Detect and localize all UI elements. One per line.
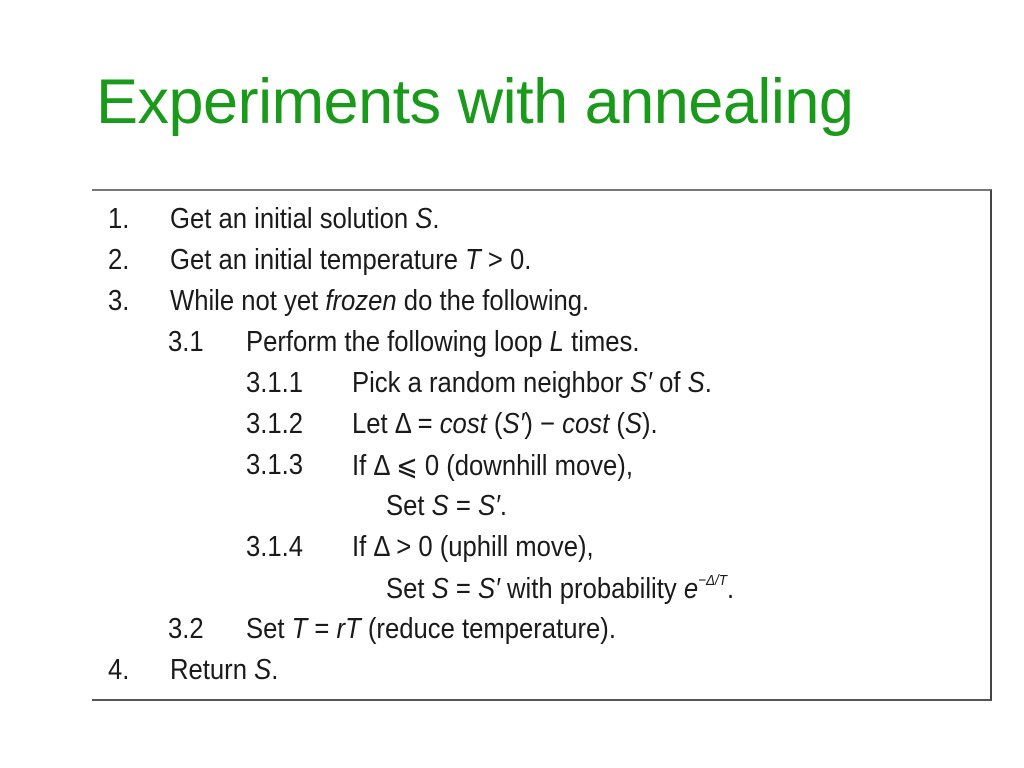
step-number: 3.2 [168,613,204,645]
text-run: T [291,613,308,645]
text-run: cost [439,408,487,440]
text-run: cost [562,408,610,440]
text-run: Get an initial solution [169,203,416,235]
text-run: . [271,654,279,686]
step-number: 1. [108,203,130,235]
step-text: If Δ > 0 (uphill move), [352,531,594,564]
text-run: (reduce temperature). [360,613,616,645]
text-run: Let Δ = [351,408,440,440]
slide-title: Experiments with annealing [96,67,854,137]
text-run: with probability [499,573,684,605]
text-run: rT [336,613,361,645]
step-text: Get an initial solution S. [170,203,439,236]
step-text: While not yet frozen do the following. [170,285,589,318]
text-run: ). [642,408,658,440]
text-run: . [432,203,440,235]
text-run: . [499,490,508,522]
step-text: Get an initial temperature T > 0. [170,244,531,277]
text-run: S [687,367,705,399]
step-text: Let Δ = cost (S′) − cost (S). [352,408,658,441]
text-run: S [431,490,449,522]
text-run: S′ [477,490,500,522]
text-run: L [549,326,564,358]
text-run: ( [609,408,625,440]
text-run: of [651,367,688,399]
text-run: . [704,367,712,399]
text-run: Return [169,654,255,686]
text-run: Set [386,490,432,522]
text-run: S′ [630,367,652,399]
step-number: 2. [108,244,130,276]
text-run: S [415,203,433,235]
step-number: 3.1 [168,326,204,358]
text-run: Perform the following loop [245,326,550,358]
text-run: ( [486,408,503,440]
text-run: S [431,573,449,605]
text-run: = [307,613,337,645]
text-run: T [465,244,481,276]
text-run: = [448,490,478,522]
text-run: do the following. [396,285,590,317]
text-run: Set [245,613,292,645]
step-text: If Δ ⩽ 0 (downhill move), [352,449,633,483]
text-run: If Δ > 0 (uphill move), [351,531,594,563]
step-number: 3.1.3 [246,449,304,481]
text-run: ) − [524,408,563,440]
text-run: Set [386,573,432,605]
step-text: Set T = rT (reduce temperature). [246,613,616,646]
algorithm-figure-frame [92,189,992,701]
text-run: . [727,573,735,605]
step-number: 3.1.1 [246,367,304,399]
text-run: S [254,654,272,686]
text-run: = [448,573,478,605]
text-run: frozen [325,285,397,317]
text-run: S [624,408,643,440]
text-run: S′ [502,408,525,440]
text-run: e [683,573,699,605]
step-number: 4. [108,654,130,686]
step-text: Pick a random neighbor S′ of S. [352,367,712,400]
step-number: 3.1.2 [246,408,304,440]
step-text: Perform the following loop L times. [246,326,639,359]
text-run: times. [563,326,640,358]
step-number: 3.1.4 [246,531,304,563]
text-run: S′ [477,573,500,605]
step-text: Set S = S′. [386,490,507,523]
step-text: Return S. [170,654,278,687]
text-run: > 0. [480,244,532,276]
text-run: If Δ ⩽ 0 (downhill move), [351,450,633,482]
text-run: Get an initial temperature [169,244,466,276]
step-number: 3. [108,285,130,317]
text-run: Pick a random neighbor [351,367,631,399]
step-text: Set S = S′ with probability e−Δ/T. [386,572,734,606]
exponent: −Δ/T [698,572,728,589]
text-run: While not yet [169,285,326,317]
